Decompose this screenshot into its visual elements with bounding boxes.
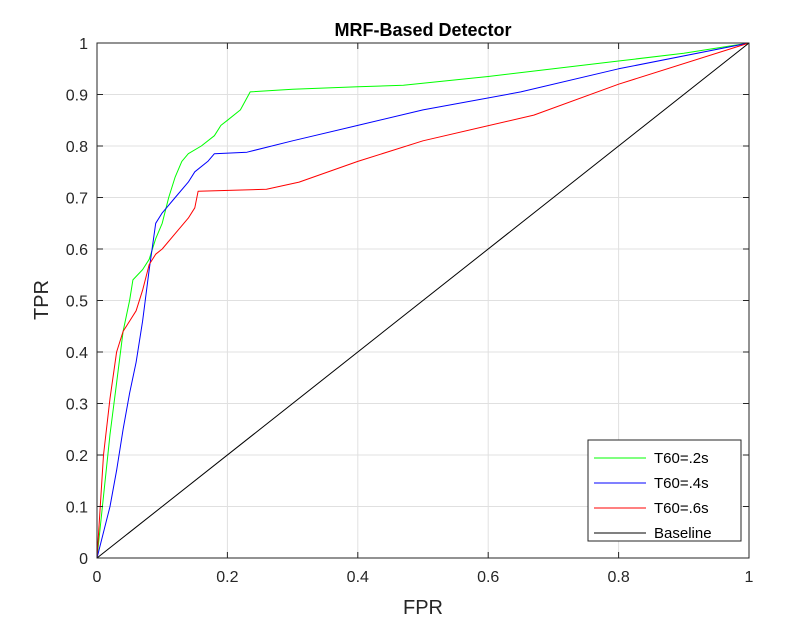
series-layer: [96, 42, 750, 559]
legend-entry-label: T60=.2s: [654, 450, 709, 467]
y-tick-label: 0.3: [66, 397, 88, 414]
x-tick-label: 0.6: [477, 569, 499, 586]
x-tick-label: 0.4: [347, 569, 369, 586]
chart-title: MRF-Based Detector: [334, 20, 511, 40]
x-tick-label: 1: [745, 569, 754, 586]
y-tick-label: 0.5: [66, 294, 88, 311]
x-tick-label: 0.8: [607, 569, 629, 586]
y-tick-label: 0.1: [66, 500, 88, 517]
series-line-t60-2s: [96, 42, 750, 559]
series-line-baseline: [96, 42, 750, 559]
y-tick-label: 0.4: [66, 345, 88, 362]
x-axis-label: FPR: [403, 597, 443, 619]
y-tick-labels: 0 0.1 0.2 0.3 0.4 0.5 0.6 0.7 0.8 0.9 1: [66, 36, 88, 568]
x-tick-labels: 0 0.2 0.4 0.6 0.8 1: [93, 569, 754, 586]
legend-entry-label: T60=.4s: [654, 475, 709, 492]
legend-box: [587, 439, 742, 542]
series-line-t60-4s: [96, 42, 750, 559]
x-tick-label: 0.2: [216, 569, 238, 586]
y-tick-label: 0.8: [66, 139, 88, 156]
legend-entry-label: Baseline: [654, 525, 712, 542]
x-tick-label: 0: [93, 569, 102, 586]
y-tick-label: 0.7: [66, 191, 88, 208]
y-tick-label: 1: [79, 36, 88, 53]
y-tick-label: 0.2: [66, 448, 88, 465]
series-line-t60-6s: [96, 42, 750, 559]
y-axis-label: TPR: [31, 280, 53, 320]
legend-entry-label: T60=.6s: [654, 500, 709, 517]
y-tick-label: 0.9: [66, 88, 88, 105]
tick-marks: [96, 42, 750, 559]
y-tick-label: 0: [79, 551, 88, 568]
y-tick-label: 0.6: [66, 242, 88, 259]
legend: T60=.2s T60=.4s T60=.6s Baseline: [587, 439, 742, 542]
